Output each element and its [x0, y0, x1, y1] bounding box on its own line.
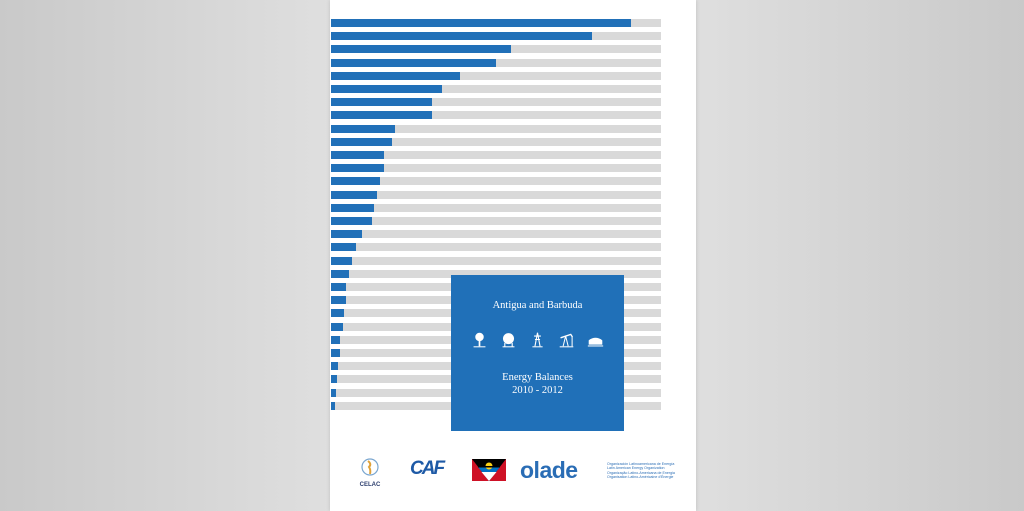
bar-fill [331, 32, 592, 41]
olade-description: Organización Latinoamericana de Energía … [607, 462, 675, 480]
olade-logo: olade [520, 457, 578, 483]
report-cover: Antigua and Barbuda Energy Balances 2010… [330, 0, 696, 511]
bar-track [331, 230, 661, 239]
bar-track [331, 32, 661, 41]
bar-fill [331, 177, 380, 186]
bar-fill [331, 243, 357, 252]
bar-fill [331, 85, 442, 93]
bar-fill [331, 230, 363, 239]
bar-track [331, 111, 661, 120]
gas-sphere-icon [502, 333, 515, 348]
celac-label: CELAC [359, 482, 381, 488]
document-title: Energy Balances [502, 372, 573, 383]
bar-fill [331, 256, 353, 265]
bar-fill [331, 71, 460, 80]
bar-fill [331, 269, 350, 278]
bar-fill [331, 111, 433, 120]
bar-fill [331, 283, 347, 291]
bar-fill [331, 401, 335, 410]
bar-fill [331, 58, 496, 67]
bar-fill [331, 137, 393, 146]
bar-track [331, 58, 661, 67]
antigua-and-barbuda-flag [472, 459, 506, 481]
bar-track [331, 137, 661, 146]
bar-fill [331, 217, 372, 225]
bar-fill [331, 203, 375, 212]
bar-fill [331, 296, 347, 305]
storage-tank-icon [587, 337, 604, 347]
bar-fill [331, 19, 632, 27]
bar-track [331, 269, 661, 278]
bar-fill [331, 388, 336, 397]
bar-track [331, 256, 661, 265]
bar-track [331, 85, 661, 93]
bar-track [331, 190, 661, 199]
year-range: 2010 - 2012 [512, 385, 563, 396]
bar-fill [331, 309, 345, 318]
bar-track [331, 98, 661, 107]
bar-track [331, 124, 661, 133]
bar-fill [331, 335, 341, 344]
power-tower-icon [532, 332, 543, 348]
bar-track [331, 203, 661, 212]
globe-icon [361, 458, 379, 476]
bar-track [331, 71, 661, 80]
bar-fill [331, 375, 338, 384]
bar-fill [331, 322, 344, 331]
tree-icon [473, 332, 486, 348]
bar-track [331, 164, 661, 173]
country-name: Antigua and Barbuda [492, 300, 583, 311]
bar-fill [331, 98, 433, 107]
logo-strip: CELAC CAF olade Organización Latinoameri… [330, 455, 696, 500]
bar-track [331, 177, 661, 186]
energy-icons [451, 331, 624, 348]
bar-fill [331, 190, 377, 199]
bar-fill [331, 164, 384, 173]
bar-fill [331, 124, 396, 133]
oil-pump-icon [559, 333, 574, 348]
bar-fill [331, 349, 341, 357]
bar-fill [331, 362, 339, 371]
title-panel: Antigua and Barbuda Energy Balances 2010… [451, 275, 624, 431]
bar-track [331, 45, 661, 54]
bar-track [331, 19, 661, 27]
bar-track [331, 217, 661, 225]
caf-logo: CAF [410, 458, 445, 479]
bar-fill [331, 45, 511, 54]
bar-track [331, 243, 661, 252]
bar-fill [331, 151, 384, 159]
bar-track [331, 151, 661, 159]
celac-logo: CELAC [354, 457, 386, 497]
